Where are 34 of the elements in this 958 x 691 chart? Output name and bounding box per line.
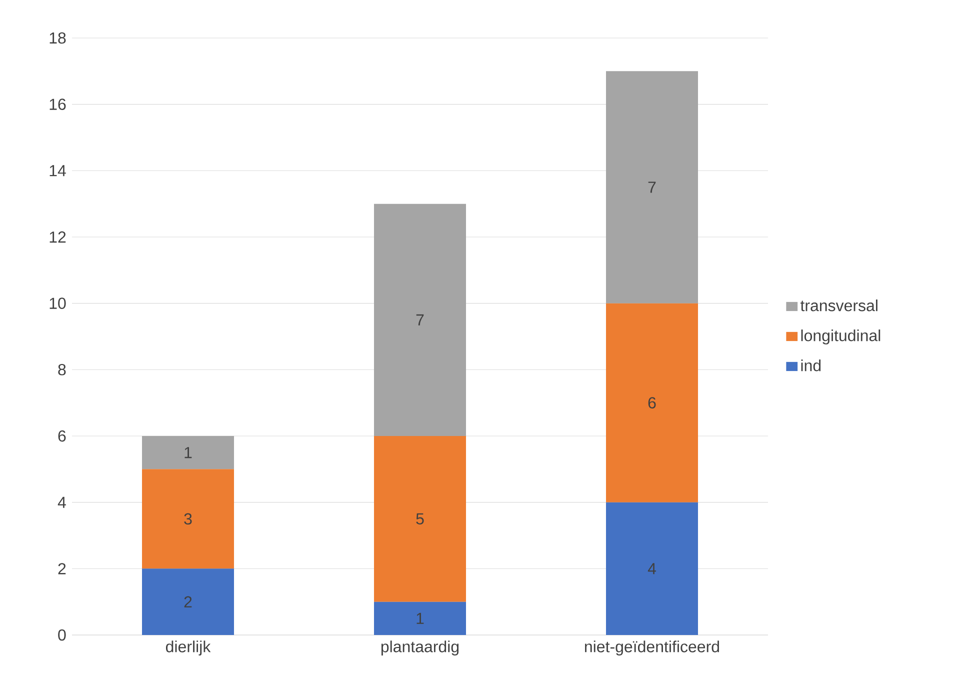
bar — [374, 204, 466, 436]
y-tick-label: 14 — [50, 165, 66, 176]
data-label: 6 — [648, 397, 656, 408]
data-label: 5 — [416, 513, 424, 524]
y-tick-label: 6 — [58, 430, 66, 442]
bar — [142, 568, 234, 635]
bar — [606, 303, 698, 502]
y-tick-label: 18 — [50, 32, 66, 44]
data-label: 2 — [184, 596, 192, 608]
data-label: 3 — [184, 513, 192, 525]
x-tick-label: niet-geïdentificeerd — [585, 640, 719, 656]
bar — [606, 71, 698, 304]
bar — [374, 436, 466, 602]
bar — [374, 602, 466, 635]
bar — [142, 436, 234, 470]
y-tick-label: 10 — [50, 298, 66, 309]
y-tick-label: 4 — [58, 496, 66, 508]
x-tick-label: plantaardig — [381, 640, 459, 656]
legend-label: longitudinal — [801, 330, 880, 344]
bar — [606, 502, 698, 635]
data-label: 7 — [416, 314, 424, 326]
y-tick-label: 12 — [50, 231, 66, 243]
data-label: 4 — [648, 563, 656, 574]
y-tick-label: 0 — [58, 629, 66, 641]
data-label: 1 — [184, 447, 192, 458]
data-label: 7 — [648, 182, 656, 193]
data-label: 1 — [416, 612, 424, 624]
legend-label: ind — [801, 359, 821, 372]
y-tick-label: 8 — [58, 364, 66, 376]
legend-label: transversal — [800, 300, 878, 312]
y-tick-label: 2 — [58, 563, 66, 574]
x-tick-label: dierlijk — [166, 640, 211, 656]
bar — [142, 469, 234, 569]
y-tick-label: 16 — [50, 98, 66, 110]
